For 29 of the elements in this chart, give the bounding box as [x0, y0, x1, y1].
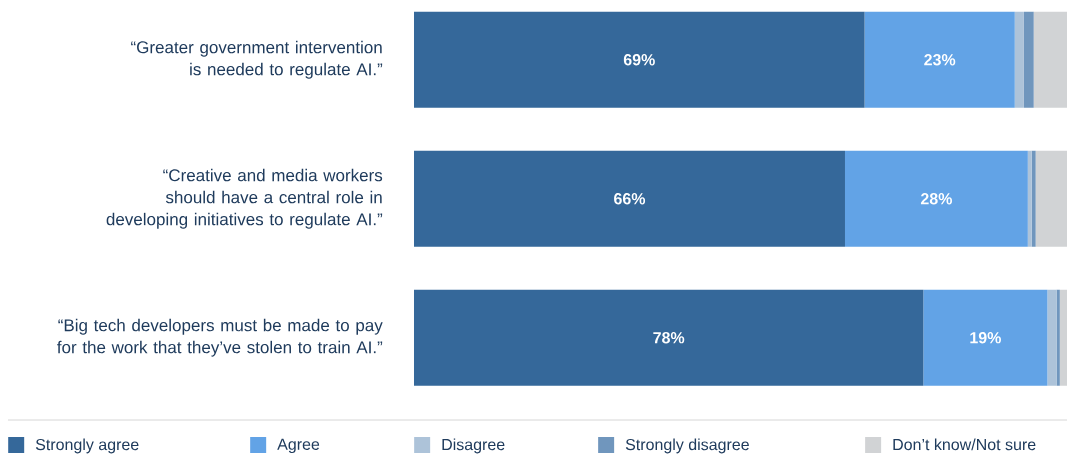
data-label: 69% — [623, 54, 655, 66]
legend-label: Strongly agree — [35, 438, 139, 454]
bar — [1033, 11, 1067, 108]
bar — [1014, 11, 1024, 108]
data-label: 28% — [920, 193, 952, 205]
bar — [844, 150, 1028, 247]
data-label: 19% — [970, 332, 1001, 344]
bar — [1027, 150, 1032, 247]
bar — [414, 11, 865, 108]
legend-label: Disagree — [442, 438, 505, 454]
bar — [1035, 150, 1067, 247]
y-tick-label: “Big tech developers must be made to pay for the work that they’ve stolen to train AI.” — [57, 318, 383, 357]
legend-label: Strongly disagree — [625, 438, 749, 454]
data-label: 23% — [924, 54, 956, 66]
y-tick-label: “Creative and media workers should have a central role in developing initiatives to regulate AI.” — [106, 168, 383, 229]
bar — [414, 150, 845, 247]
legend-label: Don’t know/Not sure — [893, 438, 1036, 451]
y-tick-label: “Greater government intervention is needed to regulate AI.” — [131, 40, 383, 79]
bar — [923, 289, 1048, 386]
legend-label: Agree — [277, 438, 320, 454]
bar — [1023, 11, 1034, 108]
bar — [1031, 150, 1036, 247]
bar — [1056, 289, 1060, 386]
data-label: 66% — [614, 193, 646, 205]
bar — [1047, 289, 1057, 386]
bar — [864, 11, 1015, 108]
bar — [1059, 289, 1067, 386]
bar — [414, 289, 924, 386]
data-label: 78% — [653, 332, 685, 344]
